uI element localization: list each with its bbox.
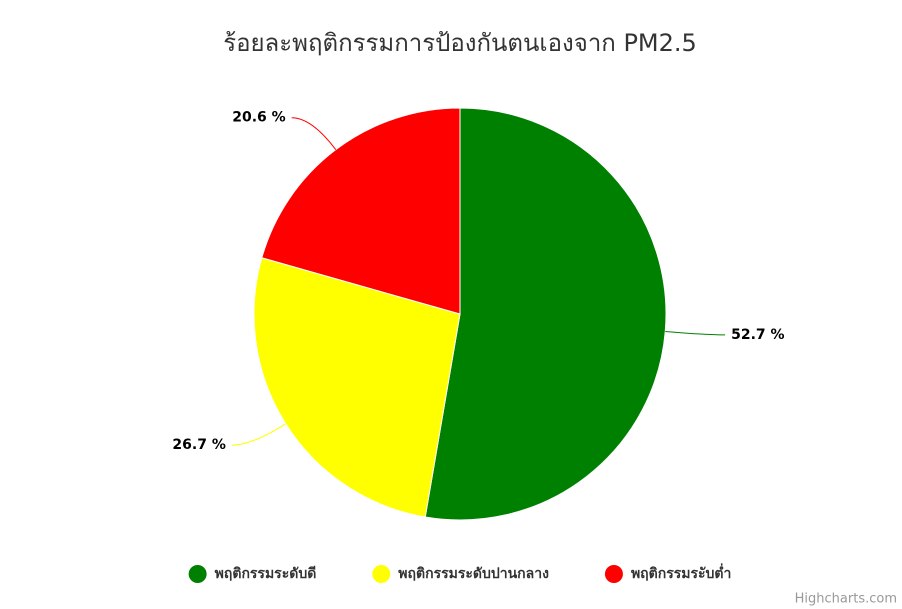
connector: [231, 423, 286, 446]
connector: [665, 330, 726, 336]
legend-marker: [372, 565, 391, 583]
connector: [291, 117, 337, 150]
credit[interactable]: Highcharts.com: [795, 592, 897, 607]
legend-marker: [188, 565, 207, 583]
data-label: 52.7 %: [731, 327, 784, 343]
chart-title: ร้อยละพฤติกรรมการป้องกันตนเองจาก PM2.5: [223, 29, 697, 57]
legend-marker: [604, 565, 623, 583]
legend-label: พฤติกรรมระับต่ำ: [631, 563, 731, 582]
pie-slice: [261, 107, 461, 315]
pie-slice: [253, 257, 461, 518]
legend-label: พฤติกรรมระดับดี: [215, 566, 317, 582]
legend: พฤติกรรมระดับดี พฤติกรรมระดับปานกลาง พฤติก…: [188, 563, 731, 583]
pie-slice: [424, 107, 667, 521]
legend-label: พฤติกรรมระดับปานกลาง: [398, 566, 549, 582]
data-label: 26.7 %: [172, 437, 225, 453]
data-label: 20.6 %: [232, 110, 285, 126]
